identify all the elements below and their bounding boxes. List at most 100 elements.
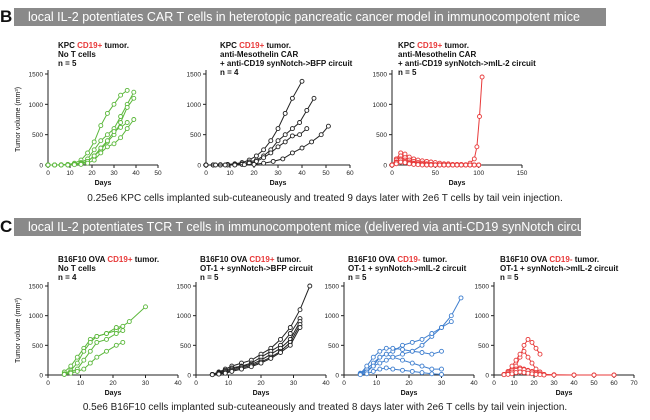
data-point bbox=[124, 126, 130, 132]
data-point bbox=[409, 348, 415, 354]
chart-title-segment: OT-1 + synNotch->mIL-2 circuit bbox=[348, 264, 467, 273]
chart-title-segment: tumor. bbox=[442, 41, 469, 50]
data-point bbox=[307, 283, 313, 289]
chart-title-line: n = 5 bbox=[58, 59, 77, 68]
data-point bbox=[248, 364, 254, 370]
data-point bbox=[471, 162, 477, 168]
x-tick-label: 40 bbox=[570, 380, 578, 387]
banner-b: B local IL-2 potentiates CAR T cells in … bbox=[0, 7, 606, 27]
chart-title-segment: No T cells bbox=[58, 264, 96, 273]
x-tick-label: 10 bbox=[373, 380, 381, 387]
data-point bbox=[124, 87, 130, 93]
chart-C2: B16F10 OVA CD19+ tumor.OT-1 + synNotch->… bbox=[177, 255, 330, 397]
chart-title-line: n = 5 bbox=[500, 273, 519, 282]
data-point bbox=[278, 336, 283, 342]
chart-title-line: B16F10 OVA CD19+ tumor. bbox=[58, 255, 159, 264]
chart-C4: B16F10 OVA CD19- tumor.OT-1 + synNotch->… bbox=[475, 255, 638, 397]
data-point bbox=[415, 162, 421, 168]
x-tick-label: 0 bbox=[46, 380, 50, 387]
data-point bbox=[529, 360, 535, 366]
chart-title-segment: CD19- bbox=[549, 255, 572, 264]
data-point bbox=[94, 354, 100, 360]
data-point bbox=[445, 162, 451, 168]
y-tick-label: 1500 bbox=[325, 284, 340, 291]
data-point bbox=[591, 372, 597, 378]
y-axis-label: Tumor volume (mm³) bbox=[15, 87, 22, 152]
chart-title-line: No T cells bbox=[58, 264, 96, 273]
chart-title-line: OT-1 + synNotch->BFP circuit bbox=[200, 264, 313, 273]
data-point bbox=[68, 370, 74, 376]
data-point bbox=[91, 157, 97, 163]
chart-title-segment: tumor. bbox=[274, 255, 301, 264]
data-point bbox=[104, 331, 109, 336]
data-point bbox=[304, 107, 310, 113]
data-point bbox=[287, 342, 293, 348]
data-point bbox=[222, 162, 228, 168]
series-line-m2 bbox=[212, 318, 301, 375]
data-point bbox=[525, 336, 531, 342]
data-point bbox=[309, 139, 315, 145]
data-point bbox=[467, 162, 473, 168]
data-point bbox=[268, 150, 274, 156]
x-tick-label: 10 bbox=[226, 170, 234, 177]
data-point bbox=[98, 145, 104, 151]
data-point bbox=[280, 156, 286, 162]
data-point bbox=[424, 162, 430, 168]
data-point bbox=[370, 363, 376, 369]
y-tick-label: 1000 bbox=[29, 313, 44, 320]
data-point bbox=[521, 370, 527, 376]
data-point bbox=[275, 126, 281, 132]
chart-B3: KPC CD19+ tumor.anti-Mesothelin CAR+ ant… bbox=[373, 41, 537, 187]
data-point bbox=[87, 339, 93, 345]
data-point bbox=[111, 129, 117, 135]
data-point bbox=[104, 336, 109, 342]
x-tick-label: 30 bbox=[438, 380, 446, 387]
y-tick-label: 1500 bbox=[29, 72, 44, 79]
x-tick-label: 70 bbox=[630, 380, 638, 387]
x-axis-label: Days bbox=[105, 390, 122, 397]
data-point bbox=[124, 120, 130, 125]
data-point bbox=[120, 328, 126, 333]
data-point bbox=[239, 366, 244, 372]
data-point bbox=[437, 162, 443, 168]
panel-letter-c: C bbox=[0, 217, 14, 237]
data-point bbox=[222, 370, 228, 376]
data-point bbox=[390, 366, 396, 372]
data-point bbox=[357, 372, 363, 378]
data-point bbox=[419, 342, 425, 348]
x-tick-label: 30 bbox=[550, 380, 558, 387]
data-point bbox=[400, 367, 405, 373]
data-point bbox=[304, 126, 310, 132]
x-tick-label: 0 bbox=[46, 170, 50, 177]
chart-title-segment: tumor. bbox=[420, 255, 447, 264]
data-point bbox=[509, 371, 515, 377]
y-tick-label: 0 bbox=[485, 373, 489, 380]
y-tick-label: 500 bbox=[180, 343, 191, 350]
chart-title-segment: CD19+ bbox=[107, 255, 132, 264]
data-point bbox=[261, 160, 267, 166]
chart-title-segment: KPC bbox=[58, 41, 77, 50]
x-axis-label: Days bbox=[556, 390, 573, 397]
data-point bbox=[370, 368, 376, 374]
data-point bbox=[113, 331, 119, 336]
chart-title-segment: KPC bbox=[398, 41, 417, 50]
data-point bbox=[419, 363, 425, 369]
data-point bbox=[289, 95, 295, 101]
x-tick-label: 150 bbox=[517, 170, 528, 177]
chart-title-line: OT-1 + synNotch->mIL-2 circuit bbox=[348, 264, 467, 273]
data-point bbox=[505, 371, 511, 377]
x-tick-label: 100 bbox=[473, 170, 484, 177]
x-tick-label: 40 bbox=[322, 380, 330, 387]
chart-title-line: + anti-CD19 synNotch->BFP circuit bbox=[220, 59, 353, 68]
data-point bbox=[131, 95, 137, 101]
data-point bbox=[571, 372, 577, 378]
data-point bbox=[131, 117, 137, 122]
data-point bbox=[513, 357, 519, 363]
data-point bbox=[120, 323, 126, 329]
data-point bbox=[370, 354, 376, 360]
panel-letter-b: B bbox=[0, 7, 14, 27]
data-point bbox=[91, 153, 97, 159]
data-point bbox=[118, 114, 124, 119]
data-point bbox=[289, 150, 295, 156]
